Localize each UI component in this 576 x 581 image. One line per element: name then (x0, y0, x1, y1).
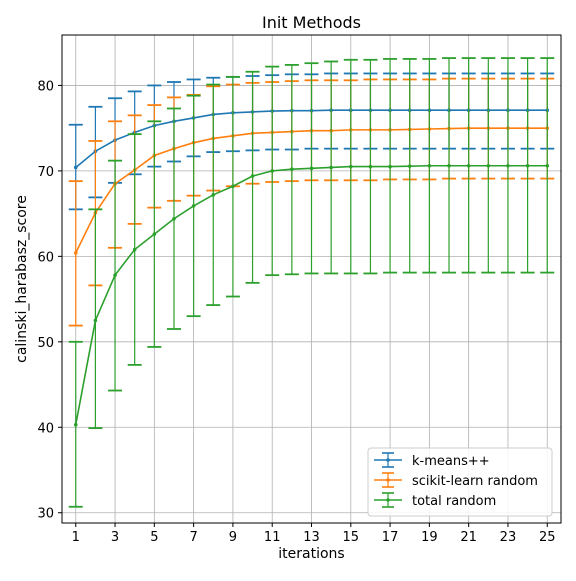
data-point (73, 422, 78, 427)
data-point (113, 273, 117, 277)
data-point (172, 216, 176, 221)
data-point (506, 163, 510, 168)
legend-marker (386, 458, 390, 462)
data-point (545, 163, 550, 168)
legend-label: scikit-learn random (412, 474, 538, 489)
data-point (231, 184, 235, 189)
legend: k-means++ scikit-learn random total random (367, 447, 553, 517)
data-point (132, 247, 137, 252)
data-point (388, 164, 392, 169)
legend-item: total random (374, 492, 496, 509)
data-point (250, 174, 255, 178)
data-point (407, 164, 412, 168)
chart-title: Init Methods (262, 13, 361, 32)
x-tick-label: 21 (460, 530, 477, 545)
data-point (348, 164, 353, 169)
data-point (211, 193, 216, 197)
x-axis-label: iterations (278, 546, 344, 562)
data-point (73, 165, 78, 170)
y-tick-label: 50 (37, 336, 54, 351)
x-tick-label: 19 (421, 530, 438, 545)
series-2 (68, 57, 555, 508)
data-point (270, 169, 275, 173)
data-point (152, 232, 157, 236)
y-tick-label: 80 (37, 79, 54, 94)
x-tick-label: 9 (229, 530, 237, 545)
data-point (191, 204, 196, 208)
data-point (73, 251, 78, 255)
x-tick-label: 5 (150, 530, 158, 545)
legend-box (367, 447, 553, 517)
legend-label: total random (412, 494, 496, 509)
series-layer (68, 57, 555, 508)
data-point (329, 165, 333, 170)
x-tick-label: 15 (343, 530, 360, 545)
legend-marker (386, 498, 390, 502)
x-tick-label: 13 (303, 530, 320, 545)
data-point (368, 164, 373, 169)
y-axis-label: calinski_harabasz_score (14, 195, 30, 363)
data-point (525, 163, 530, 168)
data-point (309, 166, 314, 171)
x-tick-label: 25 (539, 530, 556, 545)
y-tick-label: 30 (37, 507, 54, 522)
y-tick-label: 60 (37, 250, 54, 265)
x-tick-label: 1 (72, 530, 80, 545)
x-tick-label: 23 (500, 530, 517, 545)
x-tick-label: 11 (264, 530, 281, 545)
data-point (93, 318, 98, 323)
data-point (290, 167, 294, 171)
legend-item: k-means++ (374, 452, 490, 469)
data-point (486, 163, 491, 168)
x-tick-label: 17 (382, 530, 399, 545)
data-point (427, 163, 432, 168)
y-tick-label: 40 (37, 421, 54, 436)
y-tick-label: 70 (37, 165, 54, 180)
x-tick-label: 3 (111, 530, 119, 545)
data-point (466, 163, 471, 168)
x-tick-label: 7 (189, 530, 197, 545)
data-point (447, 163, 451, 168)
legend-label: k-means++ (412, 454, 490, 469)
legend-marker (386, 478, 390, 482)
legend-item: scikit-learn random (374, 472, 538, 489)
